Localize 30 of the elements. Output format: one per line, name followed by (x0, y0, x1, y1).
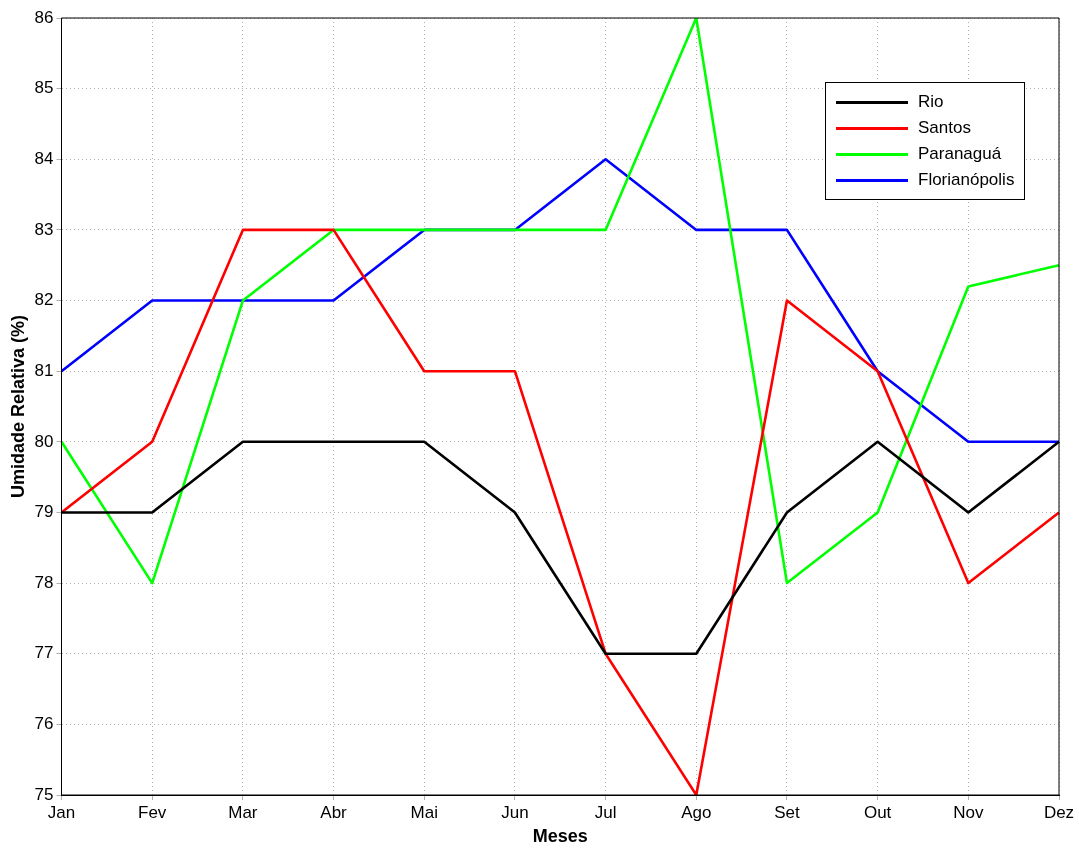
x-tick-label: Mai (410, 802, 438, 822)
y-axis-title: Umidade Relativa (%) (7, 314, 28, 499)
y-tick-label: 80 (34, 431, 54, 451)
y-tick-label: 83 (34, 219, 54, 239)
y-tick-label: 75 (34, 784, 54, 804)
y-tick-label: 77 (34, 643, 54, 663)
legend-label: Rio (918, 92, 944, 112)
y-tick-label: 79 (34, 502, 54, 522)
y-tick-label: 78 (34, 572, 54, 592)
legend-label: Florianópolis (918, 170, 1015, 190)
x-tick-label: Mar (228, 802, 258, 822)
x-tick-label: Jul (594, 802, 617, 822)
x-tick-label: Abr (320, 802, 348, 822)
y-tick-label: 82 (34, 290, 54, 310)
x-tick-label: Fev (138, 802, 167, 822)
x-axis-title: Meses (532, 826, 588, 847)
x-tick-label: Ago (681, 802, 712, 822)
x-tick-label: Out (863, 802, 892, 822)
x-tick-label: Set (774, 802, 800, 822)
x-tick-label: Jan (47, 802, 76, 822)
legend-label: Paranaguá (918, 144, 1002, 164)
y-tick-label: 85 (34, 78, 54, 98)
y-tick-label: 81 (34, 360, 54, 380)
x-tick-label: Nov (953, 802, 984, 822)
y-tick-label: 86 (34, 7, 54, 27)
x-tick-label: Dez (1043, 802, 1075, 822)
y-tick-label: 76 (34, 714, 54, 734)
legend-label: Santos (918, 118, 971, 138)
x-tick-label: Jun (501, 802, 529, 822)
y-tick-label: 84 (34, 148, 54, 168)
